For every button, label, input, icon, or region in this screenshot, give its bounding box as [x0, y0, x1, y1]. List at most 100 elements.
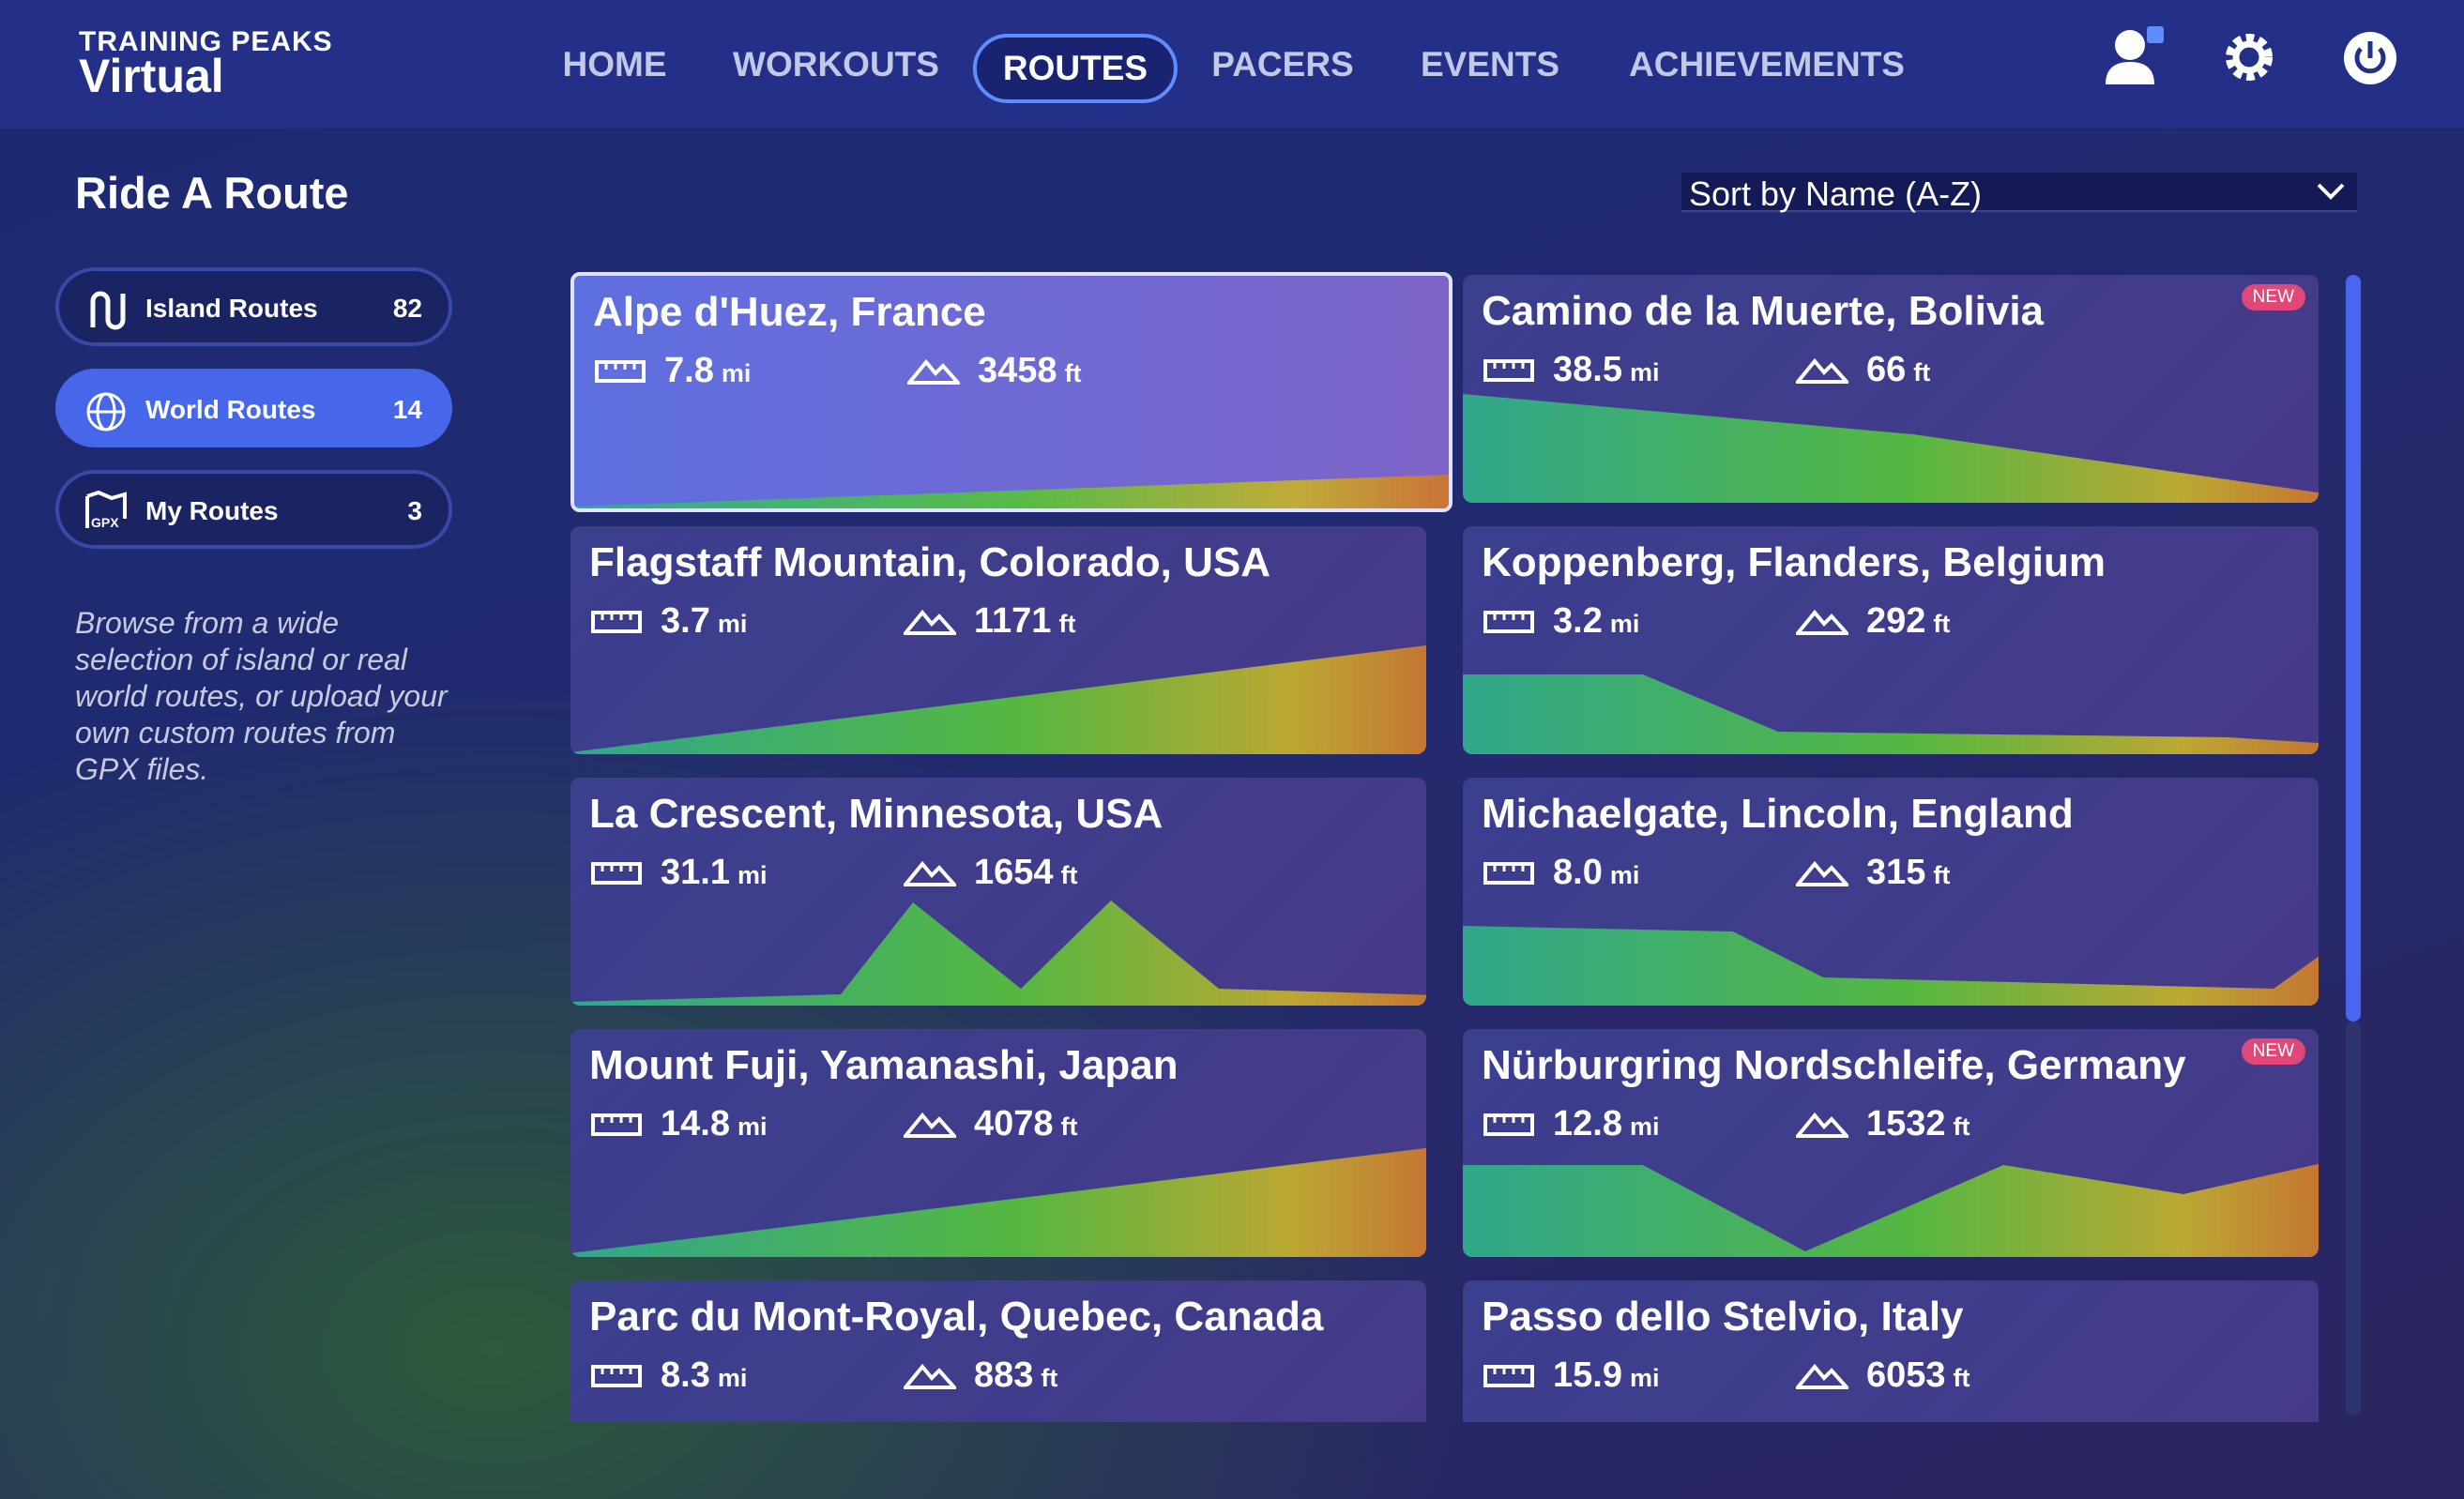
elevation-value: 3458	[978, 351, 1057, 390]
route-card[interactable]: Nürburgring Nordschleife, Germany NEW 12.8…	[1463, 1029, 2319, 1257]
profile-icon[interactable]	[2102, 26, 2167, 88]
nav-item[interactable]: WORKOUTS	[733, 45, 939, 83]
filter-icon	[90, 291, 126, 330]
route-filter[interactable]: Island Routes 82	[55, 267, 452, 346]
header: TRAINING PEAKS Virtual HOME WORKOUTS ROUTE…	[0, 0, 2464, 129]
elevation-value: 4078	[974, 1104, 1054, 1143]
logo-bottom: Virtual	[79, 50, 224, 102]
elevation-profile	[574, 475, 1449, 508]
elevation-unit: ft	[1064, 359, 1082, 387]
route-card[interactable]: Mount Fuji, Yamanashi, Japan 14.8 mi 4078 ft	[570, 1029, 1426, 1257]
route-name: Passo dello Stelvio, Italy	[1482, 1294, 1964, 1340]
distance-unit: mi	[717, 610, 748, 638]
elevation-profile	[570, 645, 1426, 754]
elevation-icon	[1796, 1112, 1848, 1138]
route-grid: Alpe d'Huez, France 7.8 mi 3458 ft Camino de …	[563, 267, 2336, 1422]
elevation: 315 ft	[1866, 853, 1950, 893]
elevation: 6053 ft	[1866, 1355, 1970, 1396]
elevation-value: 1654	[974, 853, 1054, 892]
distance-icon	[1483, 611, 1534, 633]
elevation-unit: ft	[1953, 1364, 1970, 1392]
distance-unit: mi	[1629, 358, 1660, 386]
distance-value: 8.0	[1553, 853, 1603, 892]
distance: 31.1 mi	[661, 853, 767, 893]
elevation: 3458 ft	[978, 351, 1082, 391]
route-card[interactable]: Koppenberg, Flanders, Belgium 3.2 mi 292 ft	[1463, 526, 2319, 754]
route-name: Flagstaff Mountain, Colorado, USA	[589, 539, 1270, 585]
nav-item[interactable]: HOME	[562, 45, 667, 83]
power-icon[interactable]	[2342, 30, 2398, 86]
distance-icon	[1483, 862, 1534, 885]
page-title: Ride A Route	[75, 168, 349, 218]
elevation: 4078 ft	[974, 1104, 1078, 1144]
route-card[interactable]: Alpe d'Huez, France 7.8 mi 3458 ft	[570, 272, 1453, 512]
filter-label: Island Routes	[145, 294, 318, 323]
elevation-value: 883	[974, 1355, 1034, 1395]
distance-icon	[591, 1365, 642, 1387]
route-filter[interactable]: World Routes 14	[55, 369, 452, 447]
scroll-thumb[interactable]	[2346, 275, 2361, 1022]
distance-value: 12.8	[1553, 1104, 1622, 1143]
elevation-unit: ft	[1933, 861, 1951, 889]
elevation: 1532 ft	[1866, 1104, 1970, 1144]
route-name: Parc du Mont-Royal, Quebec, Canada	[589, 1294, 1324, 1340]
distance-icon	[591, 1113, 642, 1136]
elevation-icon	[1796, 860, 1848, 886]
filter-icon	[86, 392, 126, 432]
elevation-profile	[1463, 674, 2319, 754]
elevation-value: 315	[1866, 853, 1926, 892]
settings-icon[interactable]	[2220, 28, 2278, 86]
nav-item[interactable]: EVENTS	[1420, 45, 1560, 83]
description: Browse from a wide selection of island o…	[75, 606, 448, 786]
distance-value: 3.2	[1553, 601, 1603, 641]
elevation: 883 ft	[974, 1355, 1057, 1396]
elevation-unit: ft	[1913, 358, 1931, 386]
chevron	[2317, 183, 2345, 200]
elevation-unit: ft	[1933, 610, 1951, 638]
filter-count: 3	[407, 496, 422, 525]
elevation-profile	[570, 901, 1426, 1006]
distance-value: 3.7	[661, 601, 710, 641]
elevation-unit: ft	[1058, 610, 1076, 638]
sort-label: Sort by Name (A-Z)	[1689, 174, 1983, 213]
route-card[interactable]: Camino de la Muerte, Bolivia NEW 38.5 mi 66 f…	[1463, 275, 2319, 503]
distance-unit: mi	[1609, 610, 1640, 638]
distance-value: 7.8	[664, 351, 714, 390]
filter-count: 82	[392, 294, 422, 323]
distance-value: 8.3	[661, 1355, 710, 1395]
route-name: Camino de la Muerte, Bolivia	[1482, 288, 2045, 334]
distance-unit: mi	[717, 1364, 748, 1392]
nav-item[interactable]: ACHIEVEMENTS	[1629, 45, 1905, 83]
distance-icon	[1483, 359, 1534, 382]
route-name: Koppenberg, Flanders, Belgium	[1482, 539, 2106, 585]
elevation-unit: ft	[1953, 1113, 1970, 1141]
distance-value: 15.9	[1553, 1355, 1622, 1395]
elevation-profile	[570, 1147, 1426, 1257]
route-name: La Crescent, Minnesota, USA	[589, 791, 1164, 837]
route-card[interactable]: Parc du Mont-Royal, Quebec, Canada 8.3 mi 8…	[570, 1280, 1426, 1422]
route-filter[interactable]: GPX My Routes 3	[55, 470, 452, 549]
new-badge: NEW	[2241, 1038, 2305, 1065]
distance-icon	[591, 611, 642, 633]
nav-item[interactable]: ROUTES	[972, 34, 1179, 103]
route-name: Michaelgate, Lincoln, England	[1482, 791, 2074, 837]
elevation-icon	[904, 1112, 956, 1138]
elevation-value: 1171	[974, 601, 1052, 641]
route-card[interactable]: Michaelgate, Lincoln, England 8.0 mi 315 ft	[1463, 778, 2319, 1006]
route-card[interactable]: Passo dello Stelvio, Italy 15.9 mi 6053 ft	[1463, 1280, 2319, 1422]
elevation-value: 6053	[1866, 1355, 1946, 1395]
elevation-profile	[1463, 926, 2319, 1006]
route-card[interactable]: La Crescent, Minnesota, USA 31.1 mi 1654 ft	[570, 778, 1426, 1006]
route-name: Alpe d'Huez, France	[593, 289, 986, 335]
route-card[interactable]: Flagstaff Mountain, Colorado, USA 3.7 mi 11…	[570, 526, 1426, 754]
distance: 15.9 mi	[1553, 1355, 1659, 1396]
sort-dropdown[interactable]: Sort by Name (A-Z)	[1681, 173, 2357, 213]
elevation: 292 ft	[1866, 601, 1950, 642]
elevation-value: 66	[1866, 350, 1907, 389]
elevation-icon	[904, 860, 956, 886]
elevation-icon	[1796, 609, 1848, 635]
distance-unit: mi	[1629, 1113, 1660, 1141]
new-badge: NEW	[2241, 284, 2305, 310]
nav-item[interactable]: PACERS	[1211, 45, 1354, 83]
